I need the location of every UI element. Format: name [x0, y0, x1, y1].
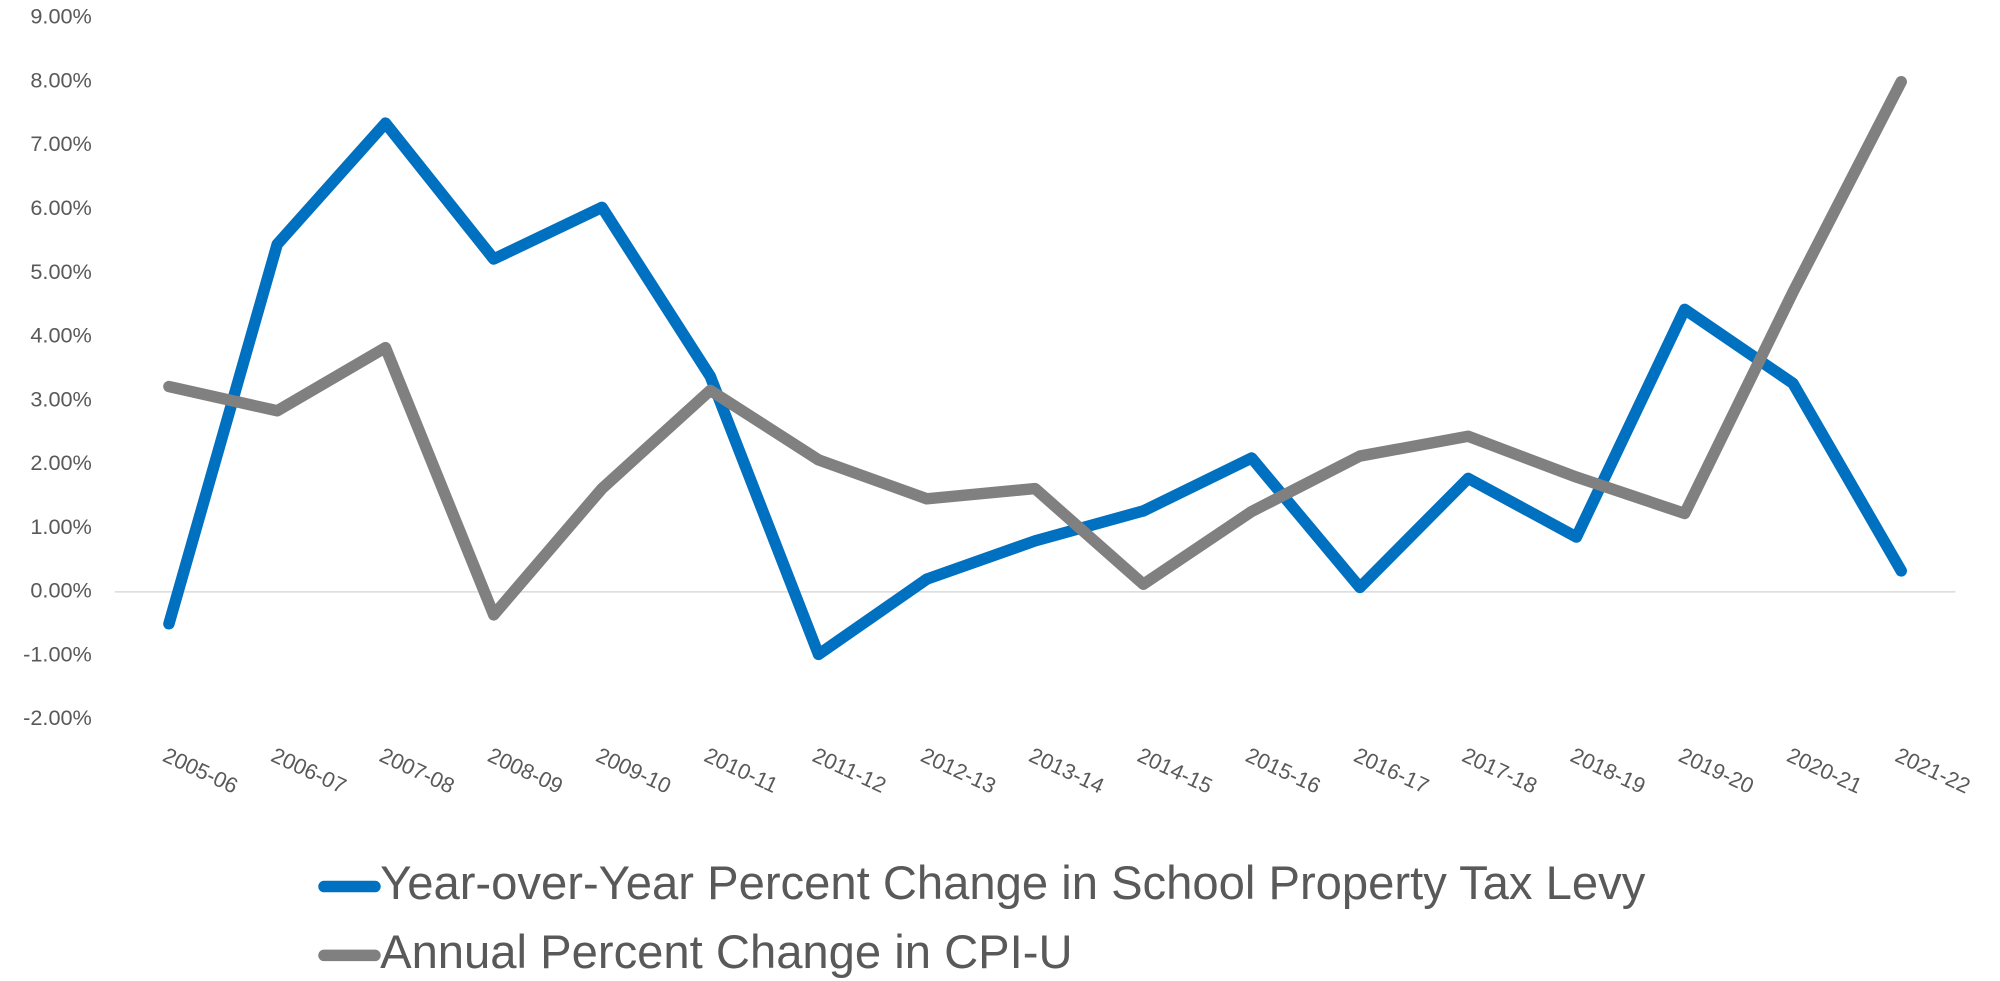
y-tick-label: 9.00%	[30, 4, 91, 29]
y-tick-label: 5.00%	[30, 259, 91, 284]
x-tick-label: 2005-06	[159, 742, 242, 798]
x-tick-label: 2008-09	[484, 742, 567, 798]
x-tick-label: 2014-15	[1134, 742, 1217, 798]
x-tick-label: 2019-20	[1675, 742, 1758, 798]
y-tick-label: -2.00%	[23, 705, 92, 730]
y-tick-label: 2.00%	[30, 450, 91, 475]
y-tick-label: 6.00%	[30, 195, 91, 220]
y-tick-label: 8.00%	[30, 67, 91, 92]
y-tick-label: 4.00%	[30, 323, 91, 348]
x-tick-label: 2015-16	[1242, 742, 1325, 798]
y-tick-label: 3.00%	[30, 386, 91, 411]
x-tick-label: 2006-07	[268, 742, 351, 798]
series-line	[163, 75, 1907, 621]
legend-label: Annual Percent Change in CPI-U	[380, 926, 1072, 979]
x-tick-label: 2012-13	[917, 742, 1000, 798]
x-tick-label: 2009-10	[592, 742, 675, 798]
x-tick-label: 2010-11	[701, 742, 782, 798]
x-tick-label: 2018-19	[1567, 742, 1650, 798]
x-tick-label: 2016-17	[1350, 742, 1433, 798]
y-tick-label: 0.00%	[30, 578, 91, 603]
y-tick-label: -1.00%	[23, 641, 92, 666]
x-tick-label: 2011-12	[809, 742, 890, 798]
x-tick-label: 2013-14	[1025, 742, 1108, 798]
series-line	[163, 117, 1907, 661]
x-tick-label: 2007-08	[376, 742, 459, 798]
legend-label: Year-over-Year Percent Change in School …	[380, 857, 1646, 910]
x-tick-label: 2017-18	[1459, 742, 1542, 798]
x-tick-label: 2021-22	[1892, 742, 1975, 798]
y-tick-label: 1.00%	[30, 514, 91, 539]
y-tick-label: 7.00%	[30, 131, 91, 156]
x-tick-label: 2020-21	[1783, 742, 1866, 798]
